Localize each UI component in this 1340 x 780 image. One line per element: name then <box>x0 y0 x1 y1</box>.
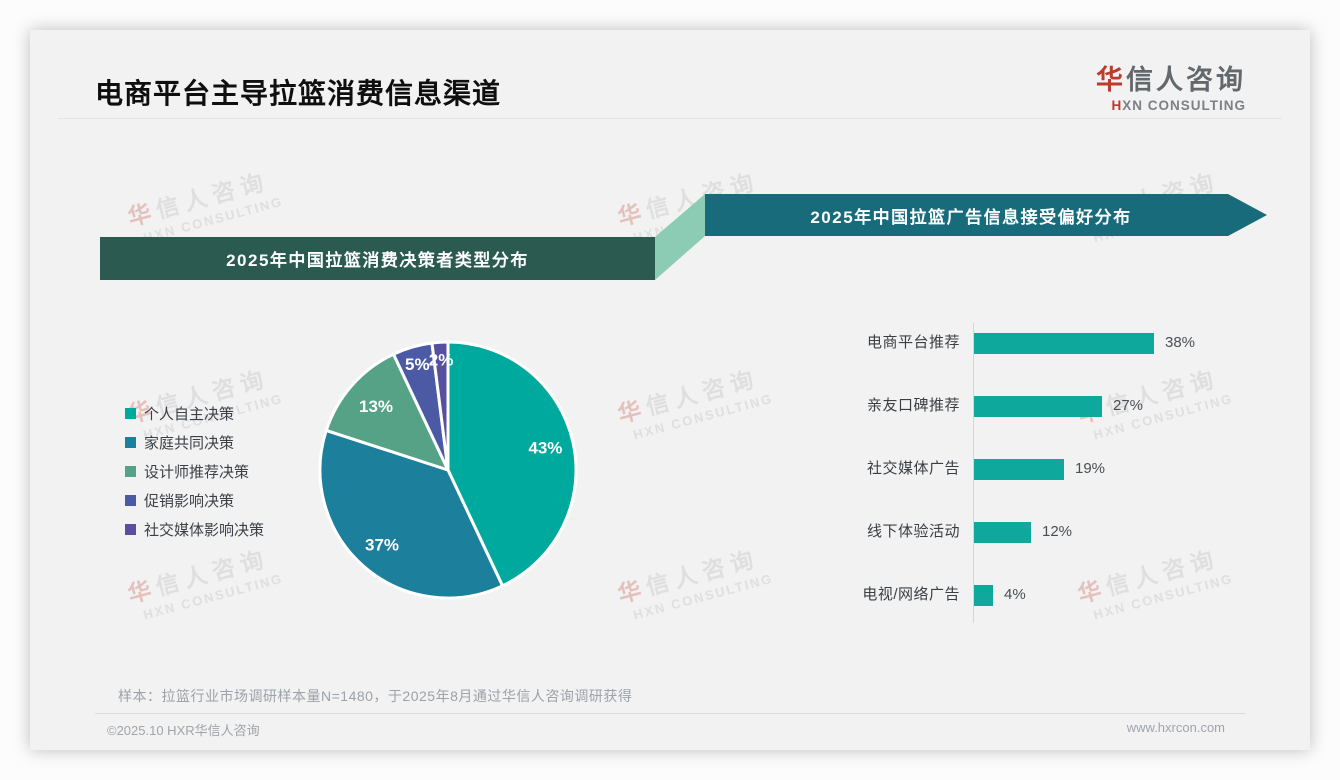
legend-swatch <box>125 524 136 535</box>
bar-category-label: 亲友口碑推荐 <box>866 397 960 414</box>
logo-cn-rest: 信人咨询 <box>1126 65 1246 95</box>
pie-data-label: 13% <box>359 397 393 416</box>
pie-legend: 个人自主决策 家庭共同决策 设计师推荐决策 促销影响决策社交媒体影响决策 <box>125 399 264 544</box>
legend-swatch <box>125 466 136 477</box>
bar-row: 电商平台推荐 38% <box>730 329 1270 357</box>
legend-swatch <box>125 495 136 506</box>
bar-category-label: 线下体验活动 <box>866 523 960 540</box>
logo-cn-text: 华信人咨询 <box>1096 58 1246 97</box>
slide-content: 电商平台主导拉篮消费信息渠道 华信人咨询 HXN CONSULTING 2025… <box>30 30 1310 750</box>
legend-label: 促销影响决策 <box>144 493 235 510</box>
bar-rect <box>974 332 1154 354</box>
banner-connector-ribbon <box>655 194 705 280</box>
bar-value-label: 27% <box>1113 397 1144 414</box>
legend-item: 社交媒体影响决策 <box>125 515 264 544</box>
bar-category-label: 电商平台推荐 <box>866 334 960 351</box>
bar-value-label: 4% <box>1004 586 1026 603</box>
logo-en-accent: H <box>1111 98 1123 113</box>
company-logo: 华信人咨询 HXN CONSULTING <box>1096 58 1246 113</box>
bar-section-banner: 2025年中国拉篮广告信息接受偏好分布 <box>705 194 1267 236</box>
legend-swatch <box>125 437 136 448</box>
legend-item: 促销影响决策 <box>125 486 264 515</box>
pie-slice <box>324 352 450 472</box>
bar-value-label: 19% <box>1075 460 1106 477</box>
pie-slice <box>430 340 450 472</box>
pie-data-label: 5% <box>405 355 430 374</box>
legend-label: 家庭共同决策 <box>144 435 235 452</box>
bar-rect <box>974 521 1031 543</box>
copyright-text: ©2025.10 HXR华信人咨询 <box>107 723 260 738</box>
pie-section-banner: 2025年中国拉篮消费决策者类型分布 <box>100 237 655 280</box>
bar-rect <box>974 395 1102 417</box>
logo-en-rest: XN CONSULTING <box>1122 98 1246 113</box>
bar-category-label: 社交媒体广告 <box>866 460 960 477</box>
website-url: www.hxrcon.com <box>1126 720 1225 735</box>
bar-row: 社交媒体广告 19% <box>730 455 1270 483</box>
pie-chart: 43% 37% 13% 5% 2% <box>318 340 578 600</box>
pie-slice <box>446 340 578 588</box>
legend-swatch <box>125 408 136 419</box>
legend-label: 社交媒体影响决策 <box>144 522 265 539</box>
bar-value-label: 38% <box>1165 334 1196 351</box>
bar-row: 电视/网络广告 4% <box>730 581 1270 609</box>
bar-section-title: 2025年中国拉篮广告信息接受偏好分布 <box>810 207 1132 227</box>
legend-item: 设计师推荐决策 <box>125 457 264 486</box>
bar-category-label: 电视/网络广告 <box>862 586 960 603</box>
page-title: 电商平台主导拉篮消费信息渠道 <box>95 78 502 109</box>
legend-item: 个人自主决策 <box>125 399 264 428</box>
pie-slice <box>318 428 504 600</box>
legend-item: 家庭共同决策 <box>125 428 264 457</box>
pie-data-label: 2% <box>429 351 454 370</box>
legend-label: 个人自主决策 <box>144 406 235 423</box>
footer-divider <box>95 713 1245 714</box>
bar-rect <box>974 584 993 606</box>
logo-cn-accent: 华 <box>1096 65 1126 95</box>
footnote: 样本：拉篮行业市场调研样本量N=1480，于2025年8月通过华信人咨询调研获得 <box>118 688 633 704</box>
pie-section-title: 2025年中国拉篮消费决策者类型分布 <box>226 251 529 270</box>
header-divider <box>58 118 1282 119</box>
legend-label: 设计师推荐决策 <box>144 464 250 481</box>
bar-row: 线下体验活动 12% <box>730 518 1270 546</box>
bar-row: 亲友口碑推荐 27% <box>730 392 1270 420</box>
pie-data-label: 37% <box>365 535 399 554</box>
logo-en-text: HXN CONSULTING <box>1096 98 1246 113</box>
bar-axis-line <box>973 323 974 623</box>
bar-rect <box>974 458 1064 480</box>
bar-value-label: 12% <box>1042 523 1073 540</box>
pie-data-label: 43% <box>528 439 562 458</box>
